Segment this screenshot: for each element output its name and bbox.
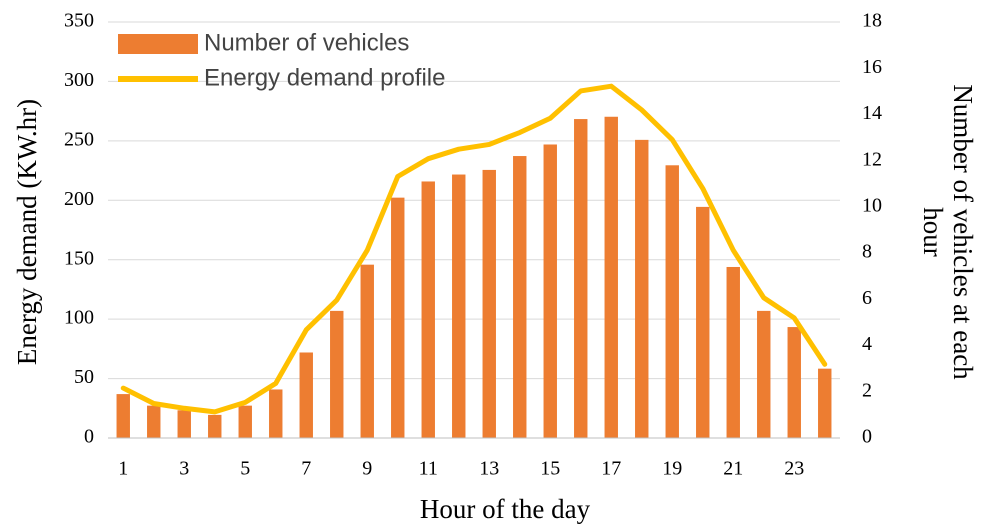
y-tick-label: 350 <box>64 10 94 32</box>
bar <box>299 352 313 438</box>
y-tick-label: 100 <box>64 307 94 329</box>
y-tick-label: 300 <box>64 69 94 91</box>
bar <box>665 165 679 439</box>
y2-tick-label: 8 <box>862 241 872 263</box>
bar <box>208 414 222 438</box>
x-tick-label: 15 <box>540 458 560 480</box>
line <box>120 83 828 415</box>
x-tick-label: 21 <box>723 458 743 480</box>
y2-tick-label: 10 <box>862 194 882 216</box>
bar <box>818 368 832 438</box>
y2-axis-title-line: Number of vehicles at each <box>948 84 978 380</box>
y2-tick-label: 16 <box>862 56 882 78</box>
bar <box>238 405 252 438</box>
y2-axis-title-line: hour <box>918 207 948 257</box>
bar <box>574 119 588 439</box>
y-tick-label: 200 <box>64 188 94 210</box>
y2-tick-label: 18 <box>862 10 882 32</box>
x-tick-label: 9 <box>362 458 372 480</box>
x-tick-label: 7 <box>301 458 311 480</box>
bar <box>757 310 771 438</box>
y-tick-label: 0 <box>84 426 94 448</box>
x-tick-label: 17 <box>601 458 621 480</box>
legend-label: Number of vehicles <box>204 29 409 56</box>
y2-tick-label: 14 <box>862 102 882 124</box>
y2-tick-label: 6 <box>862 287 872 309</box>
bar <box>482 169 496 438</box>
y2-tick-label: 4 <box>862 333 872 355</box>
bar <box>421 181 435 438</box>
bar <box>147 405 161 438</box>
bar <box>360 264 374 438</box>
bar <box>330 310 344 438</box>
bar <box>696 206 710 438</box>
y2-tick-label: 2 <box>862 379 872 401</box>
bar <box>177 410 191 438</box>
legend-label: Energy demand profile <box>204 64 445 91</box>
bar <box>391 197 405 438</box>
bar <box>452 174 466 439</box>
bar <box>604 116 618 438</box>
x-tick-label: 23 <box>784 458 804 480</box>
bar <box>787 327 801 438</box>
y-axis-title: Energy demand (KW.hr) <box>12 99 42 365</box>
y2-tick-label: 12 <box>862 148 882 170</box>
bar <box>116 394 130 438</box>
y2-tick-label: 0 <box>862 426 872 448</box>
x-tick-label: 3 <box>179 458 189 480</box>
bar <box>269 389 283 438</box>
x-tick-label: 1 <box>118 458 128 480</box>
bar <box>513 156 527 439</box>
x-tick-label: 5 <box>240 458 250 480</box>
y-tick-label: 250 <box>64 128 94 150</box>
x-tick-label: 13 <box>479 458 499 480</box>
bar <box>543 144 557 438</box>
bar <box>635 139 649 438</box>
y2-axis-title: Number of vehicles at each hour <box>918 84 978 380</box>
legend-swatch <box>118 34 198 54</box>
bar <box>726 266 740 438</box>
x-tick-label: 19 <box>662 458 682 480</box>
x-axis-title: Hour of the day <box>420 494 591 524</box>
y-tick-label: 50 <box>74 366 94 388</box>
y-tick-label: 150 <box>64 247 94 269</box>
x-tick-label: 11 <box>419 458 438 480</box>
